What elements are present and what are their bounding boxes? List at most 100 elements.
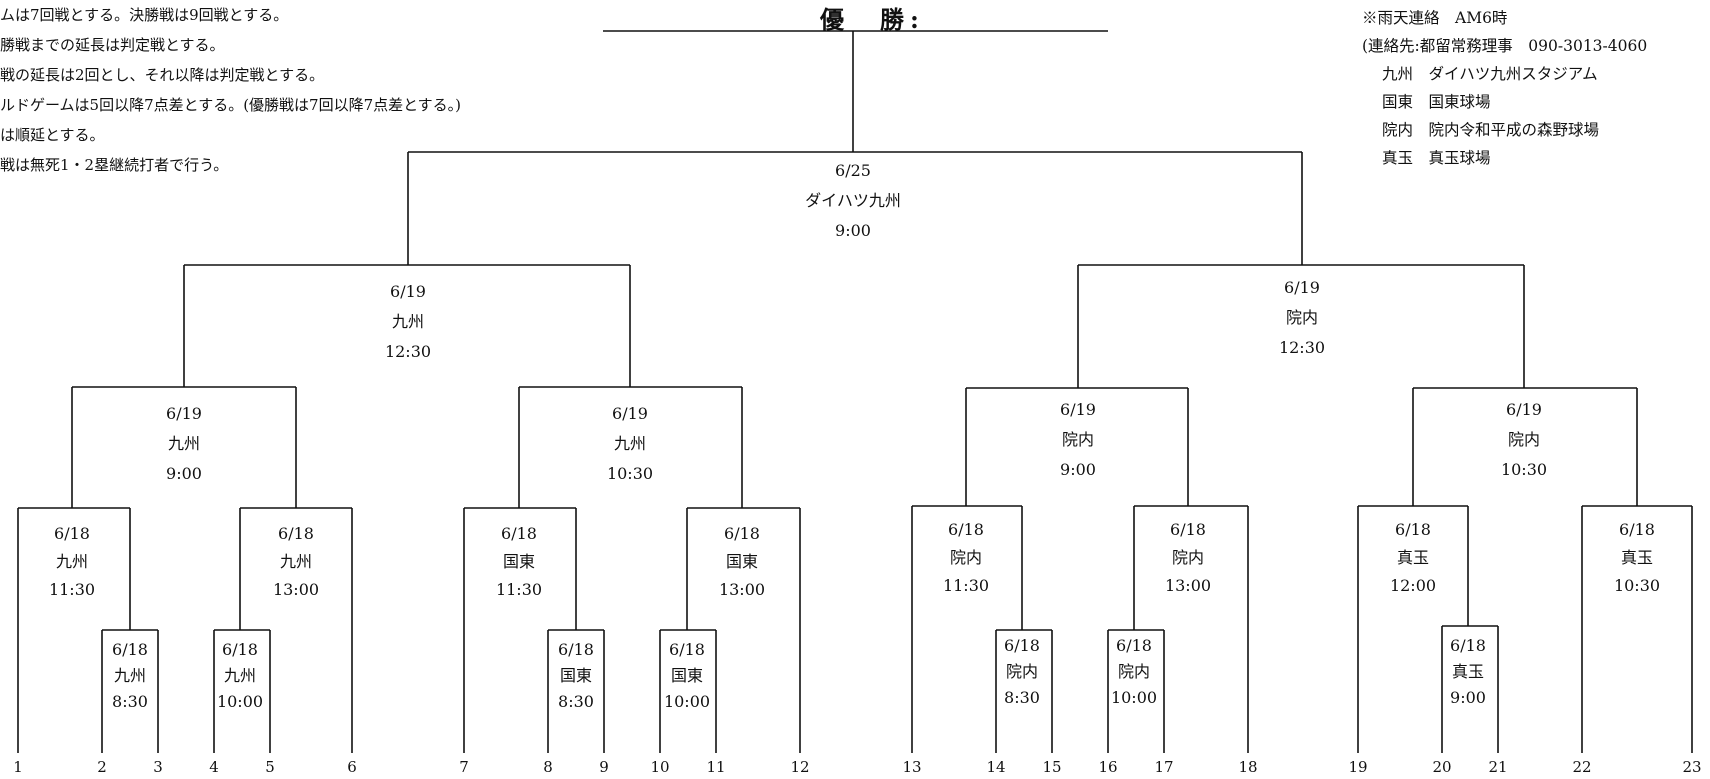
venue-line: 院内 院内令和平成の森野球場 — [1382, 121, 1600, 139]
match-date: 6/19 — [1060, 400, 1096, 419]
match-time: 9:00 — [1060, 460, 1096, 479]
match-time: 12:30 — [1279, 338, 1325, 357]
team-number: 11 — [706, 758, 725, 776]
match-venue: 院内 — [1508, 430, 1540, 449]
match-date: 6/19 — [390, 282, 426, 301]
match-venue: 九州 — [280, 552, 312, 571]
match-date: 6/25 — [835, 161, 871, 180]
contact-line: (連絡先:都留常務理事 090-3013-4060 — [1362, 37, 1648, 55]
match-time: 10:00 — [1111, 688, 1157, 707]
rain-note: ※雨天連絡 AM6時 — [1362, 9, 1508, 27]
match-date: 6/19 — [612, 404, 648, 423]
match-venue: 九州 — [614, 434, 646, 453]
team-number: 10 — [650, 758, 669, 776]
match-date: 6/19 — [1284, 278, 1320, 297]
match-venue: 国東 — [503, 552, 535, 571]
match-venue: 国東 — [671, 666, 703, 685]
match-venue: 院内 — [1118, 662, 1150, 681]
match-date: 6/18 — [54, 524, 90, 543]
match-date: 6/18 — [1116, 636, 1152, 655]
match-time: 13:00 — [1165, 576, 1211, 595]
match-time: 8:30 — [558, 692, 594, 711]
match-time: 10:00 — [217, 692, 263, 711]
match-date: 6/19 — [1506, 400, 1542, 419]
match-venue: 九州 — [114, 666, 146, 685]
match-venue: 真玉 — [1452, 662, 1484, 681]
match-time: 8:30 — [1004, 688, 1040, 707]
match-date: 6/18 — [222, 640, 258, 659]
team-number: 19 — [1348, 758, 1367, 776]
team-number: 8 — [543, 758, 553, 776]
rule-line: ムは7回戦とする。決勝戦は9回戦とする。 — [0, 6, 289, 24]
team-number: 21 — [1488, 758, 1507, 776]
team-number: 1 — [13, 758, 23, 776]
match-time: 10:30 — [1614, 576, 1660, 595]
team-number: 20 — [1432, 758, 1451, 776]
match-date: 6/18 — [1395, 520, 1431, 539]
team-number: 22 — [1572, 758, 1591, 776]
match-date: 6/18 — [501, 524, 537, 543]
team-number: 23 — [1682, 758, 1701, 776]
match-time: 9:00 — [166, 464, 202, 483]
contact-notes: ※雨天連絡 AM6時 (連絡先:都留常務理事 090-3013-4060 九州 … — [1362, 4, 1647, 172]
match-time: 10:30 — [607, 464, 653, 483]
match-time: 9:00 — [835, 221, 871, 240]
match-date: 6/18 — [669, 640, 705, 659]
match-venue: 院内 — [1006, 662, 1038, 681]
team-number: 13 — [902, 758, 921, 776]
match-time: 8:30 — [112, 692, 148, 711]
match-venue: 真玉 — [1621, 548, 1653, 567]
match-time: 13:00 — [719, 580, 765, 599]
match-venue: 九州 — [392, 312, 424, 331]
team-number: 3 — [153, 758, 163, 776]
match-time: 12:30 — [385, 342, 431, 361]
match-venue: 国東 — [726, 552, 758, 571]
match-venue: 院内 — [1062, 430, 1094, 449]
match-venue: 院内 — [1172, 548, 1204, 567]
match-date: 6/19 — [166, 404, 202, 423]
match-date: 6/18 — [278, 524, 314, 543]
team-number: 4 — [209, 758, 219, 776]
match-venue: 九州 — [56, 552, 88, 571]
venue-line: 真玉 真玉球場 — [1382, 149, 1491, 167]
team-number: 14 — [986, 758, 1005, 776]
team-number: 18 — [1238, 758, 1257, 776]
match-venue: 国東 — [560, 666, 592, 685]
match-date: 6/18 — [948, 520, 984, 539]
team-number: 16 — [1098, 758, 1117, 776]
team-number: 6 — [347, 758, 357, 776]
match-time: 9:00 — [1450, 688, 1486, 707]
match-venue: 真玉 — [1397, 548, 1429, 567]
champion-title: 優 勝: — [820, 5, 925, 34]
match-venue: 九州 — [168, 434, 200, 453]
match-time: 12:00 — [1390, 576, 1436, 595]
match-date: 6/18 — [1170, 520, 1206, 539]
venue-line: 九州 ダイハツ九州スタジアム — [1382, 65, 1598, 83]
match-time: 11:30 — [49, 580, 95, 599]
match-venue: 院内 — [950, 548, 982, 567]
team-number: 5 — [265, 758, 275, 776]
match-date: 6/18 — [1004, 636, 1040, 655]
rule-line: 戦は無死1・2塁継続打者で行う。 — [0, 156, 229, 174]
match-date: 6/18 — [112, 640, 148, 659]
match-time: 10:30 — [1501, 460, 1547, 479]
match-venue: ダイハツ九州 — [805, 191, 901, 210]
match-time: 11:30 — [943, 576, 989, 595]
match-time: 10:00 — [664, 692, 710, 711]
team-number: 15 — [1042, 758, 1061, 776]
rule-line: ルドゲームは5回以降7点差とする。(優勝戦は7回以降7点差とする。) — [0, 96, 462, 114]
match-date: 6/18 — [724, 524, 760, 543]
match-time: 11:30 — [496, 580, 542, 599]
match-venue: 九州 — [224, 666, 256, 685]
team-number: 9 — [599, 758, 609, 776]
rule-line: 勝戦までの延長は判定戦とする。 — [0, 36, 225, 54]
tournament-rules: ムは7回戦とする。決勝戦は9回戦とする。 勝戦までの延長は判定戦とする。 戦の延… — [0, 0, 461, 180]
match-time: 13:00 — [273, 580, 319, 599]
rule-line: 戦の延長は2回とし、それ以降は判定戦とする。 — [0, 66, 325, 84]
rule-line: は順延とする。 — [0, 126, 105, 144]
venue-line: 国東 国東球場 — [1382, 93, 1491, 111]
match-date: 6/18 — [1619, 520, 1655, 539]
match-date: 6/18 — [558, 640, 594, 659]
team-number: 17 — [1154, 758, 1173, 776]
